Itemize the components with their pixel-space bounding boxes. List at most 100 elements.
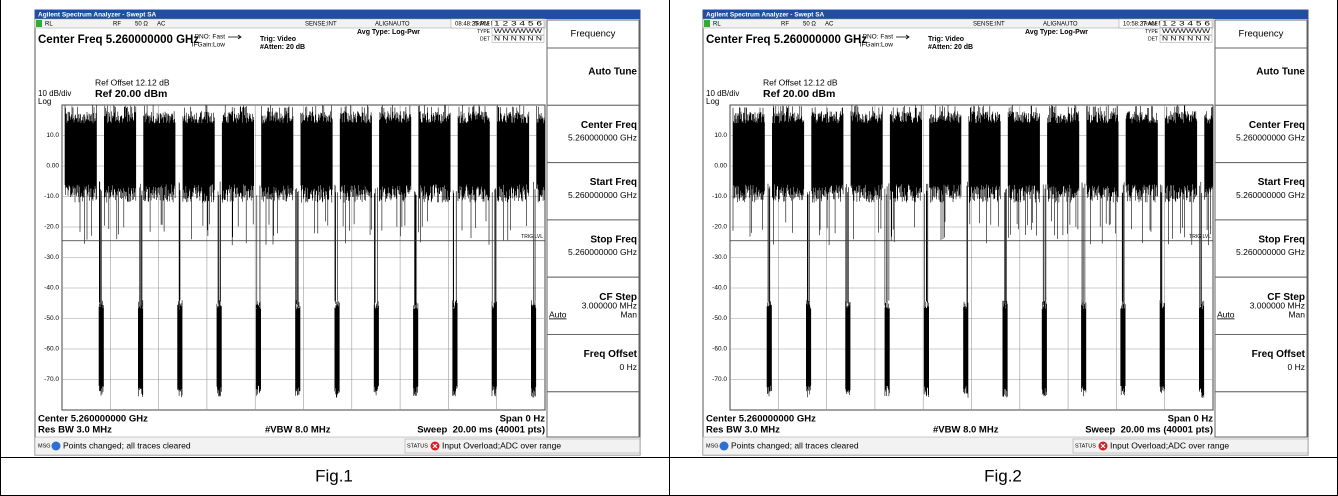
softkey-value: 5.260000000 GHz	[568, 133, 637, 143]
softkey[interactable]	[546, 104, 640, 164]
span-label: Span 0 Hz	[1168, 414, 1214, 425]
y-axis-label: -70.0	[44, 376, 59, 383]
softkey-label: Start Freq	[1258, 177, 1305, 188]
trace-label: TRACE	[1141, 21, 1159, 27]
y-axis-label: -70.0	[712, 376, 727, 383]
status-field: AC	[825, 21, 834, 27]
title-bar	[35, 10, 640, 19]
softkey[interactable]	[1214, 276, 1308, 336]
softkey-value: 5.260000000 GHz	[1236, 247, 1305, 257]
softkey[interactable]	[1214, 219, 1308, 278]
ref-level: Ref 20.00 dBm	[95, 88, 167, 100]
y-axis-label: 10.0	[714, 132, 727, 139]
trig: Trig: Video	[260, 36, 296, 43]
status-field: ALIGNAUTO	[1043, 21, 1078, 27]
softkey[interactable]	[1214, 162, 1308, 221]
figure-caption: Fig.2	[984, 466, 1022, 485]
trace-value-box	[491, 35, 545, 43]
center-label: Center 5.260000000 GHz	[706, 414, 816, 425]
info-icon	[719, 441, 729, 451]
trace-value: N N N N N N	[494, 37, 542, 43]
status-field: ALIGNAUTO	[375, 21, 410, 27]
log-label: Log	[706, 97, 719, 106]
msg-label: MSG	[706, 443, 719, 449]
trace-value: WWWWWW	[1162, 29, 1210, 35]
atten: #Atten: 20 dB	[260, 44, 305, 51]
status-field: 50 Ω	[135, 21, 148, 27]
status-message: Input Overload;ADC over range	[1110, 440, 1229, 450]
trace-label: TYPE	[1145, 29, 1159, 35]
avg-type: Avg Type: Log-Pwr	[1025, 29, 1088, 36]
softkey[interactable]	[546, 219, 640, 278]
pno: PNO: Fast	[863, 34, 894, 41]
status-box	[1072, 438, 1309, 454]
softkey-mode: Man	[620, 309, 637, 319]
center-freq-header: Center Freq 5.260000000 GHz	[38, 34, 199, 46]
msg-label: MSG	[38, 443, 51, 449]
ref-offset: Ref Offset 12.12 dB	[95, 77, 170, 87]
softkey-value: 5.260000000 GHz	[568, 247, 637, 257]
ifgain: IFGain:Low	[192, 42, 226, 49]
trace-value: WWWWWW	[494, 29, 542, 35]
softkey[interactable]	[546, 162, 640, 221]
menu-title: Frequency	[571, 29, 616, 40]
y-axis-label: -60.0	[712, 346, 727, 353]
trace-label: DET	[1148, 36, 1158, 42]
trace-path	[64, 105, 545, 398]
ifgain: IFGain:Low	[860, 42, 894, 49]
avg-type: Avg Type: Log-Pwr	[357, 29, 420, 36]
menu-title-box	[546, 19, 640, 49]
softkey-label: Center Freq	[1249, 120, 1305, 131]
y-axis-label: -50.0	[712, 315, 727, 322]
y-axis-label: -40.0	[44, 285, 59, 292]
softkey[interactable]	[546, 47, 640, 106]
softkey-label: Freq Offset	[584, 349, 638, 360]
trace-label: TYPE	[477, 29, 491, 35]
scale: 10 dB/div	[38, 89, 71, 98]
status-label: STATUS	[407, 443, 428, 449]
pno-arrow	[896, 34, 910, 40]
y-axis-label: -30.0	[712, 254, 727, 261]
softkey-value: 3.000000 MHz	[582, 300, 637, 310]
y-axis-label: 0.00	[714, 163, 727, 170]
message: Points changed; all traces cleared	[731, 440, 859, 450]
window-title: Agilent Spectrum Analyzer - Swept SA	[706, 12, 825, 19]
scale: 10 dB/div	[706, 89, 739, 98]
status-field: AC	[157, 21, 166, 27]
softkey[interactable]	[1214, 104, 1308, 164]
center-label: Center 5.260000000 GHz	[38, 414, 148, 425]
softkey[interactable]	[1214, 334, 1308, 393]
vbw: #VBW 8.0 MHz	[265, 425, 331, 436]
softkey[interactable]	[546, 276, 640, 336]
sweep: Sweep 20.00 ms (40001 pts)	[1085, 425, 1213, 436]
softkey[interactable]	[1214, 47, 1308, 106]
status-message: Input Overload;ADC over range	[442, 440, 561, 450]
softkey-value: 5.260000000 GHz	[568, 190, 637, 200]
trigger-level-label: TRIG LVL	[521, 234, 543, 240]
ref-offset: Ref Offset 12.12 dB	[763, 77, 838, 87]
softkey-mode: Auto	[1217, 309, 1235, 319]
trace-value: 1 2 3 4 5 6	[494, 22, 543, 28]
trace-label: TRACE	[473, 21, 491, 27]
status-field: RL	[45, 21, 53, 27]
trace-value-box	[1159, 35, 1213, 43]
menu-title: Frequency	[1239, 29, 1284, 40]
lxi-icon	[704, 20, 710, 27]
softkey-label: Auto Tune	[1256, 67, 1305, 78]
res-bw: Res BW 3.0 MHz	[706, 425, 780, 436]
trace-value-box	[491, 27, 545, 36]
pno: PNO: Fast	[195, 34, 226, 41]
y-axis-label: 10.0	[46, 132, 59, 139]
softkey[interactable]	[546, 334, 640, 393]
softkey-label: Stop Freq	[590, 235, 637, 246]
sweep: Sweep 20.00 ms (40001 pts)	[417, 425, 545, 436]
softkey-label: CF Step	[1267, 292, 1305, 303]
softkey-label: CF Step	[599, 292, 637, 303]
status-field: SENSE:INT	[305, 21, 337, 27]
trig: Trig: Video	[928, 36, 964, 43]
softkey-empty	[546, 391, 640, 438]
trace-value: 1 2 3 4 5 6	[1162, 22, 1211, 28]
status-label: STATUS	[1075, 443, 1096, 449]
trace-value-box	[1159, 20, 1213, 28]
